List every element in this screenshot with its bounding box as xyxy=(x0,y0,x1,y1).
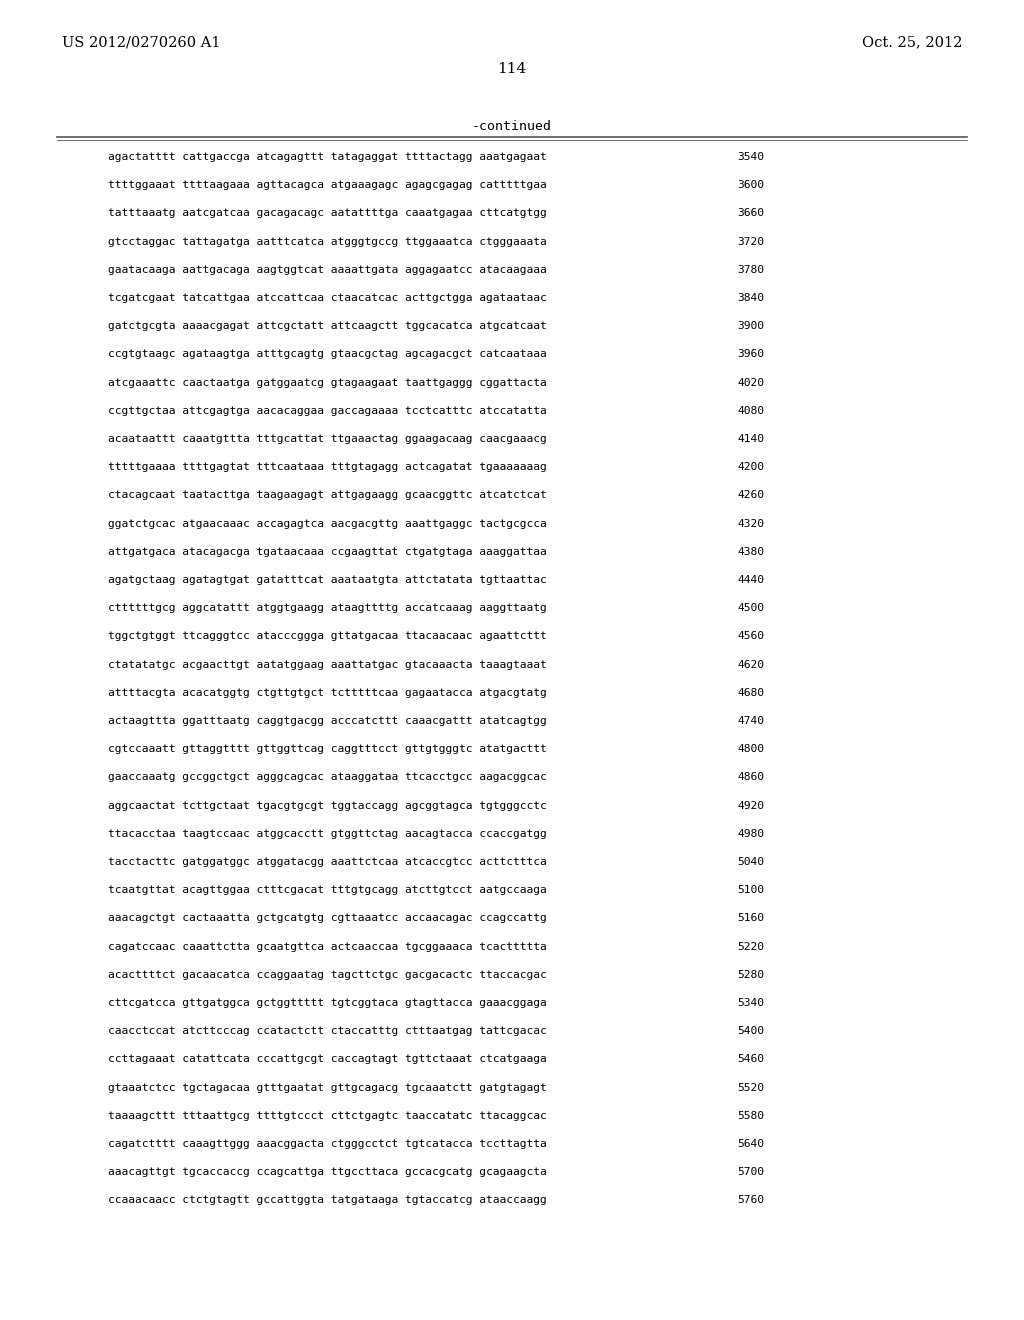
Text: tacctacttc gatggatggc atggatacgg aaattctcaa atcaccgtcc acttctttca: tacctacttc gatggatggc atggatacgg aaattct… xyxy=(108,857,547,867)
Text: tatttaaatg aatcgatcaa gacagacagc aatattttga caaatgagaa cttcatgtgg: tatttaaatg aatcgatcaa gacagacagc aatattt… xyxy=(108,209,547,218)
Text: 4740: 4740 xyxy=(737,715,764,726)
Text: 5220: 5220 xyxy=(737,941,764,952)
Text: ctacagcaat taatacttga taagaagagt attgagaagg gcaacggttc atcatctcat: ctacagcaat taatacttga taagaagagt attgaga… xyxy=(108,491,547,500)
Text: 4980: 4980 xyxy=(737,829,764,838)
Text: cagatctttt caaagttggg aaacggacta ctgggcctct tgtcatacca tccttagtta: cagatctttt caaagttggg aaacggacta ctgggcc… xyxy=(108,1139,547,1148)
Text: ggatctgcac atgaacaaac accagagtca aacgacgttg aaattgaggc tactgcgcca: ggatctgcac atgaacaaac accagagtca aacgacg… xyxy=(108,519,547,528)
Text: 4320: 4320 xyxy=(737,519,764,528)
Text: tcgatcgaat tatcattgaa atccattcaa ctaacatcac acttgctgga agataataac: tcgatcgaat tatcattgaa atccattcaa ctaacat… xyxy=(108,293,547,304)
Text: ccttagaaat catattcata cccattgcgt caccagtagt tgttctaaat ctcatgaaga: ccttagaaat catattcata cccattgcgt caccagt… xyxy=(108,1055,547,1064)
Text: 3600: 3600 xyxy=(737,181,764,190)
Text: tggctgtggt ttcagggtcc atacccggga gttatgacaa ttacaacaac agaattcttt: tggctgtggt ttcagggtcc atacccggga gttatga… xyxy=(108,631,547,642)
Text: attttacgta acacatggtg ctgttgtgct tctttttcaa gagaatacca atgacgtatg: attttacgta acacatggtg ctgttgtgct tcttttt… xyxy=(108,688,547,698)
Text: cttttttgcg aggcatattt atggtgaagg ataagttttg accatcaaag aaggttaatg: cttttttgcg aggcatattt atggtgaagg ataagtt… xyxy=(108,603,547,614)
Text: 3720: 3720 xyxy=(737,236,764,247)
Text: 3540: 3540 xyxy=(737,152,764,162)
Text: cttcgatcca gttgatggca gctggttttt tgtcggtaca gtagttacca gaaacggaga: cttcgatcca gttgatggca gctggttttt tgtcggt… xyxy=(108,998,547,1008)
Text: 4020: 4020 xyxy=(737,378,764,388)
Text: Oct. 25, 2012: Oct. 25, 2012 xyxy=(861,36,962,49)
Text: 3780: 3780 xyxy=(737,265,764,275)
Text: 3900: 3900 xyxy=(737,321,764,331)
Text: aaacagctgt cactaaatta gctgcatgtg cgttaaatcc accaacagac ccagccattg: aaacagctgt cactaaatta gctgcatgtg cgttaaa… xyxy=(108,913,547,924)
Text: aaacagttgt tgcaccaccg ccagcattga ttgccttaca gccacgcatg gcagaagcta: aaacagttgt tgcaccaccg ccagcattga ttgcctt… xyxy=(108,1167,547,1177)
Text: 4620: 4620 xyxy=(737,660,764,669)
Text: gatctgcgta aaaacgagat attcgctatt attcaagctt tggcacatca atgcatcaat: gatctgcgta aaaacgagat attcgctatt attcaag… xyxy=(108,321,547,331)
Text: 5280: 5280 xyxy=(737,970,764,979)
Text: 3840: 3840 xyxy=(737,293,764,304)
Text: gaatacaaga aattgacaga aagtggtcat aaaattgata aggagaatcc atacaagaaa: gaatacaaga aattgacaga aagtggtcat aaaattg… xyxy=(108,265,547,275)
Text: actaagttta ggatttaatg caggtgacgg acccatcttt caaacgattt atatcagtgg: actaagttta ggatttaatg caggtgacgg acccatc… xyxy=(108,715,547,726)
Text: 4200: 4200 xyxy=(737,462,764,473)
Text: ccgtgtaagc agataagtga atttgcagtg gtaacgctag agcagacgct catcaataaa: ccgtgtaagc agataagtga atttgcagtg gtaacgc… xyxy=(108,350,547,359)
Text: 4800: 4800 xyxy=(737,744,764,754)
Text: 5340: 5340 xyxy=(737,998,764,1008)
Text: ccaaacaacc ctctgtagtt gccattggta tatgataaga tgtaccatcg ataaccaagg: ccaaacaacc ctctgtagtt gccattggta tatgata… xyxy=(108,1196,547,1205)
Text: 3660: 3660 xyxy=(737,209,764,218)
Text: attgatgaca atacagacga tgataacaaa ccgaagttat ctgatgtaga aaaggattaa: attgatgaca atacagacga tgataacaaa ccgaagt… xyxy=(108,546,547,557)
Text: 5100: 5100 xyxy=(737,886,764,895)
Text: agactatttt cattgaccga atcagagttt tatagaggat ttttactagg aaatgagaat: agactatttt cattgaccga atcagagttt tatagag… xyxy=(108,152,547,162)
Text: 4920: 4920 xyxy=(737,801,764,810)
Text: gaaccaaatg gccggctgct agggcagcac ataaggataa ttcacctgcc aagacggcac: gaaccaaatg gccggctgct agggcagcac ataagga… xyxy=(108,772,547,783)
Text: -continued: -continued xyxy=(472,120,552,133)
Text: 4440: 4440 xyxy=(737,576,764,585)
Text: 4860: 4860 xyxy=(737,772,764,783)
Text: 5520: 5520 xyxy=(737,1082,764,1093)
Text: 5460: 5460 xyxy=(737,1055,764,1064)
Text: cagatccaac caaattctta gcaatgttca actcaaccaa tgcggaaaca tcacttttta: cagatccaac caaattctta gcaatgttca actcaac… xyxy=(108,941,547,952)
Text: aggcaactat tcttgctaat tgacgtgcgt tggtaccagg agcggtagca tgtgggcctc: aggcaactat tcttgctaat tgacgtgcgt tggtacc… xyxy=(108,801,547,810)
Text: 4560: 4560 xyxy=(737,631,764,642)
Text: 5040: 5040 xyxy=(737,857,764,867)
Text: gtcctaggac tattagatga aatttcatca atgggtgccg ttggaaatca ctgggaaata: gtcctaggac tattagatga aatttcatca atgggtg… xyxy=(108,236,547,247)
Text: acaataattt caaatgttta tttgcattat ttgaaactag ggaagacaag caacgaaacg: acaataattt caaatgttta tttgcattat ttgaaac… xyxy=(108,434,547,444)
Text: ttttggaaat ttttaagaaa agttacagca atgaaagagc agagcgagag catttttgaa: ttttggaaat ttttaagaaa agttacagca atgaaag… xyxy=(108,181,547,190)
Text: 4080: 4080 xyxy=(737,405,764,416)
Text: tcaatgttat acagttggaa ctttcgacat tttgtgcagg atcttgtcct aatgccaaga: tcaatgttat acagttggaa ctttcgacat tttgtgc… xyxy=(108,886,547,895)
Text: 4140: 4140 xyxy=(737,434,764,444)
Text: tttttgaaaa ttttgagtat tttcaataaa tttgtagagg actcagatat tgaaaaaaag: tttttgaaaa ttttgagtat tttcaataaa tttgtag… xyxy=(108,462,547,473)
Text: agatgctaag agatagtgat gatatttcat aaataatgta attctatata tgttaattac: agatgctaag agatagtgat gatatttcat aaataat… xyxy=(108,576,547,585)
Text: cgtccaaatt gttaggtttt gttggttcag caggtttcct gttgtgggtc atatgacttt: cgtccaaatt gttaggtttt gttggttcag caggttt… xyxy=(108,744,547,754)
Text: 5160: 5160 xyxy=(737,913,764,924)
Text: ttacacctaa taagtccaac atggcacctt gtggttctag aacagtacca ccaccgatgg: ttacacctaa taagtccaac atggcacctt gtggttc… xyxy=(108,829,547,838)
Text: 5700: 5700 xyxy=(737,1167,764,1177)
Text: 4380: 4380 xyxy=(737,546,764,557)
Text: 4260: 4260 xyxy=(737,491,764,500)
Text: ccgttgctaa attcgagtga aacacaggaa gaccagaaaa tcctcatttc atccatatta: ccgttgctaa attcgagtga aacacaggaa gaccaga… xyxy=(108,405,547,416)
Text: 5760: 5760 xyxy=(737,1196,764,1205)
Text: 4500: 4500 xyxy=(737,603,764,614)
Text: 4680: 4680 xyxy=(737,688,764,698)
Text: gtaaatctcc tgctagacaa gtttgaatat gttgcagacg tgcaaatctt gatgtagagt: gtaaatctcc tgctagacaa gtttgaatat gttgcag… xyxy=(108,1082,547,1093)
Text: US 2012/0270260 A1: US 2012/0270260 A1 xyxy=(62,36,220,49)
Text: 5580: 5580 xyxy=(737,1111,764,1121)
Text: 3960: 3960 xyxy=(737,350,764,359)
Text: atcgaaattc caactaatga gatggaatcg gtagaagaat taattgaggg cggattacta: atcgaaattc caactaatga gatggaatcg gtagaag… xyxy=(108,378,547,388)
Text: acacttttct gacaacatca ccaggaatag tagcttctgc gacgacactc ttaccacgac: acacttttct gacaacatca ccaggaatag tagcttc… xyxy=(108,970,547,979)
Text: 5400: 5400 xyxy=(737,1026,764,1036)
Text: ctatatatgc acgaacttgt aatatggaag aaattatgac gtacaaacta taaagtaaat: ctatatatgc acgaacttgt aatatggaag aaattat… xyxy=(108,660,547,669)
Text: taaaagcttt tttaattgcg ttttgtccct cttctgagtc taaccatatc ttacaggcac: taaaagcttt tttaattgcg ttttgtccct cttctga… xyxy=(108,1111,547,1121)
Text: 5640: 5640 xyxy=(737,1139,764,1148)
Text: caacctccat atcttcccag ccatactctt ctaccatttg ctttaatgag tattcgacac: caacctccat atcttcccag ccatactctt ctaccat… xyxy=(108,1026,547,1036)
Text: 114: 114 xyxy=(498,62,526,77)
